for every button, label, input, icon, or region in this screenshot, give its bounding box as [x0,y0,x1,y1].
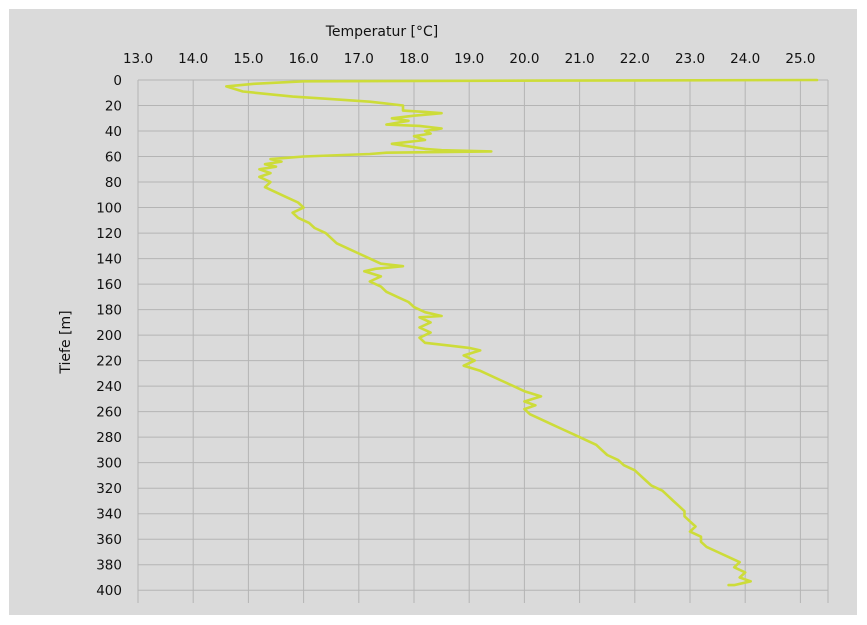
y-tick-label: 120 [96,226,122,242]
y-tick-label: 160 [96,277,122,293]
y-tick-label: 220 [96,354,122,370]
x-tick-label: 21.0 [565,51,595,67]
x-tick-labels: 13.0 14.0 15.0 16.0 17.0 18.0 19.0 20.0 21.0 22.0… [123,51,815,67]
y-tick-label: 100 [96,201,122,217]
series-group [225,78,819,587]
x-tick-label: 23.0 [675,51,705,67]
y-tick-label: 60 [105,150,122,166]
x-tick-label: 17.0 [344,51,374,67]
x-tick-label: 25.0 [785,51,815,67]
temperature-series-line [225,78,819,587]
y-tick-label: 240 [96,379,122,395]
x-tick-label: 16.0 [289,51,319,67]
x-tick-label: 18.0 [399,51,429,67]
y-tick-label: 320 [96,481,122,497]
y-tick-label: 280 [96,430,122,446]
horizontal-gridlines [138,79,828,591]
y-tick-label: 360 [96,532,122,548]
x-tick-label: 19.0 [454,51,484,67]
y-tick-label: 380 [96,558,122,574]
x-tick-label: 15.0 [233,51,263,67]
y-tick-label: 200 [96,328,122,344]
x-tick-label: 14.0 [178,51,208,67]
y-tick-label: 300 [96,456,122,472]
y-tick-label: 340 [96,507,122,523]
y-tick-label: 180 [96,303,122,319]
chart-panel: 13.0 14.0 15.0 16.0 17.0 18.0 19.0 20.0 21.0 22.0… [9,9,857,615]
x-axis-title: Temperatur [°C] [325,24,439,40]
y-tick-label: 20 [105,99,122,115]
y-tick-label: 140 [96,252,122,268]
x-tick-label: 24.0 [730,51,760,67]
vertical-gridlines [137,80,829,603]
temperature-depth-chart: 13.0 14.0 15.0 16.0 17.0 18.0 19.0 20.0 21.0 22.0… [58,24,829,603]
y-tick-label: 0 [113,73,122,89]
y-tick-label: 260 [96,405,122,421]
y-axis-title: Tiefe [m] [58,310,74,374]
y-tick-label: 40 [105,124,122,140]
x-tick-label: 13.0 [123,51,153,67]
x-tick-label: 20.0 [509,51,539,67]
y-tick-labels: 0 20 40 60 80 100 120 140 160 180 200 220 240 260 280 3… [96,73,122,599]
y-tick-label: 400 [96,583,122,599]
y-tick-label: 80 [105,175,122,191]
x-tick-label: 22.0 [620,51,650,67]
